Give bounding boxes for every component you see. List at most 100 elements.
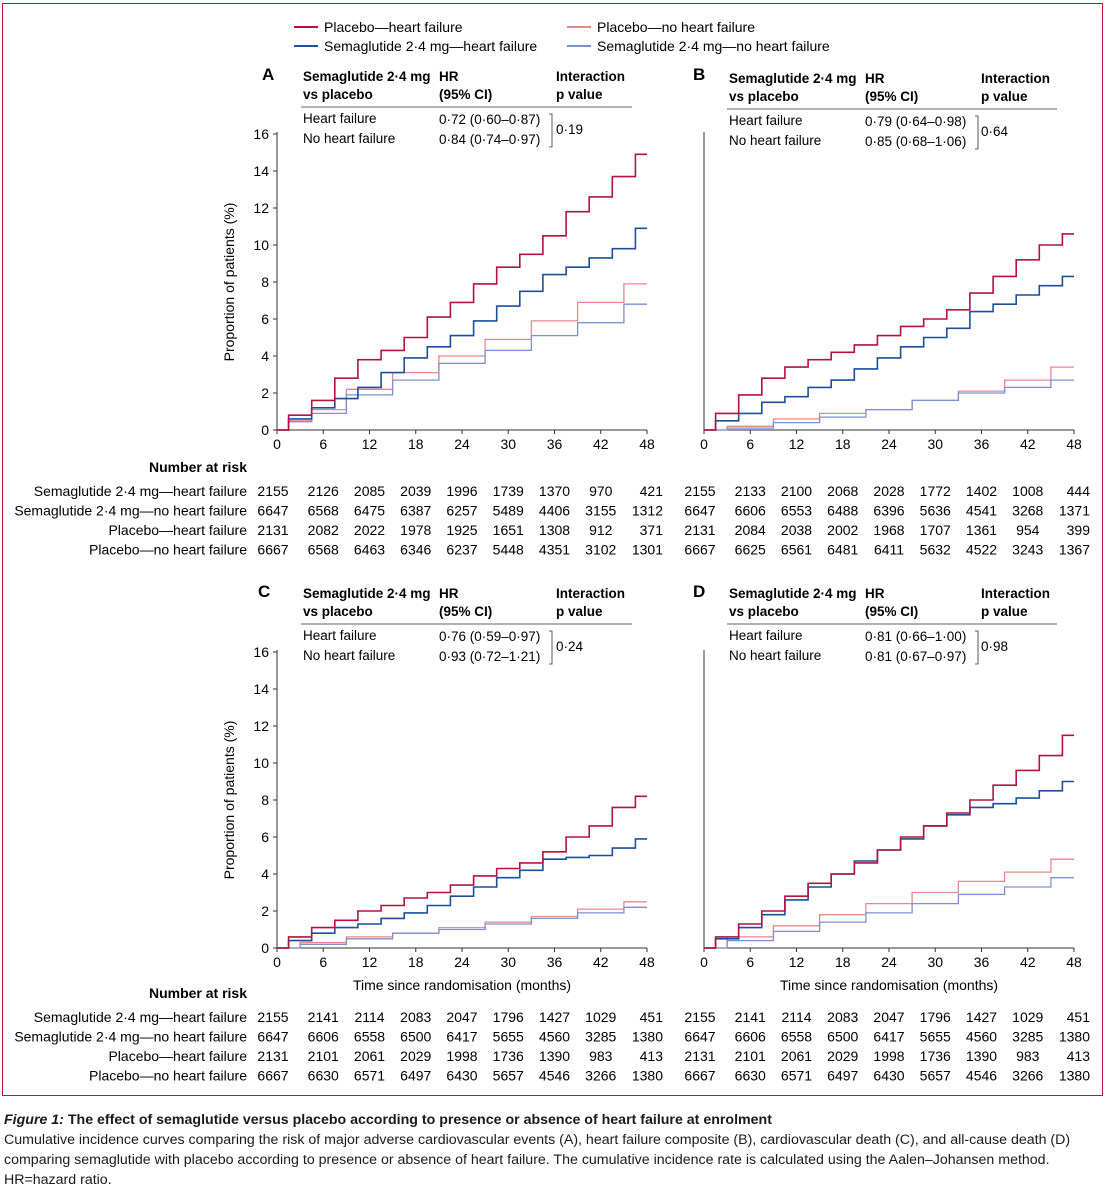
risk-cell: 6568 (308, 542, 339, 558)
risk-cell: 6558 (781, 1029, 812, 1045)
risk-cell: 6561 (781, 542, 812, 558)
risk-cell: 5632 (920, 542, 951, 558)
risk-cell: 6463 (354, 542, 385, 558)
table-hr-hf: 0·76 (0·59–0·97) (439, 629, 540, 644)
risk-cell: 6558 (354, 1029, 385, 1045)
risk-cell: 1390 (539, 1048, 570, 1064)
risk-cell: 5655 (920, 1029, 951, 1045)
risk-cell: 6257 (446, 503, 477, 519)
risk-cell: 2131 (684, 522, 715, 538)
risk-cell: 5636 (920, 503, 951, 519)
panel-letter-c: C (258, 582, 270, 601)
number-at-risk-title: Number at risk (149, 985, 247, 1001)
risk-cell: 421 (640, 483, 664, 499)
caption-title-line: Figure 1: The effect of semaglutide vers… (4, 1110, 1102, 1130)
risk-cell: 2047 (873, 1009, 904, 1025)
series-line-placebo-nohf (277, 901, 647, 949)
risk-cell: 1427 (966, 1009, 997, 1025)
y-tick-label: 16 (253, 126, 269, 142)
table-header-comparison: Semaglutide 2·4 mg (729, 71, 857, 86)
table-interaction-p: 0·19 (556, 122, 583, 137)
risk-cell: 6481 (827, 542, 858, 558)
risk-cell: 6647 (257, 1029, 288, 1045)
risk-cell: 1739 (493, 483, 524, 499)
risk-cell: 6396 (873, 503, 904, 519)
series-line-placebo-hf (277, 153, 647, 431)
x-tick-label: 36 (974, 436, 990, 452)
risk-cell: 371 (640, 522, 664, 538)
risk-cell: 2047 (446, 1009, 477, 1025)
risk-cell: 6630 (308, 1068, 339, 1084)
series-line-placebo-hf (277, 795, 647, 949)
risk-cell: 2028 (873, 483, 904, 499)
risk-cell: 4522 (966, 542, 997, 558)
table-bracket (549, 113, 553, 148)
table-header-comparison-sub: vs placebo (303, 604, 373, 619)
x-tick-label: 0 (700, 436, 708, 452)
series-line-sema-hf (277, 838, 647, 949)
table-interaction-p: 0·24 (556, 639, 584, 654)
risk-cell: 6430 (873, 1068, 904, 1084)
risk-cell: 3285 (585, 1029, 616, 1045)
risk-cell: 983 (1016, 1048, 1040, 1064)
risk-cell: 1998 (873, 1048, 904, 1064)
risk-cell: 5657 (920, 1068, 951, 1084)
y-tick-label: 4 (261, 866, 269, 882)
risk-cell: 2101 (735, 1048, 766, 1064)
risk-cell: 970 (589, 483, 613, 499)
risk-cell: 1367 (1059, 542, 1090, 558)
risk-cell: 6667 (257, 1068, 288, 1084)
y-tick-label: 0 (261, 940, 269, 956)
risk-cell: 1380 (1059, 1068, 1090, 1084)
risk-cell: 2002 (827, 522, 858, 538)
risk-cell: 1736 (493, 1048, 524, 1064)
table-header-ci: (95% CI) (865, 604, 918, 619)
risk-cell: 1978 (400, 522, 431, 538)
risk-cell: 2029 (400, 1048, 431, 1064)
risk-cell: 1925 (446, 522, 477, 538)
table-header-ci: (95% CI) (865, 89, 918, 104)
risk-cell: 6647 (684, 503, 715, 519)
x-tick-label: 36 (547, 436, 563, 452)
risk-cell: 4406 (539, 503, 570, 519)
risk-cell: 2131 (257, 1048, 288, 1064)
risk-cell: 2141 (735, 1009, 766, 1025)
table-row-label-nohf: No heart failure (303, 648, 395, 663)
legend-label-sema-hf: Semaglutide 2·4 mg—heart failure (324, 38, 537, 54)
panel-c: C Semaglutide 2·4 mg vs placebo HR (95% CI) I… (14, 582, 663, 1084)
risk-cell: 1029 (585, 1009, 616, 1025)
risk-row-label: Semaglutide 2·4 mg—no heart failure (14, 1029, 247, 1045)
risk-cell: 1361 (966, 522, 997, 538)
table-header-comparison: Semaglutide 2·4 mg (303, 69, 431, 84)
risk-cell: 1998 (446, 1048, 477, 1064)
risk-cell: 6387 (400, 503, 431, 519)
x-tick-label: 42 (1020, 954, 1036, 970)
series-line-placebo-nohf (704, 366, 1074, 431)
risk-cell: 6667 (684, 1068, 715, 1084)
risk-cell: 4546 (539, 1068, 570, 1084)
legend-label-placebo-hf: Placebo—heart failure (324, 19, 463, 35)
risk-row-label: Semaglutide 2·4 mg—no heart failure (14, 503, 247, 519)
x-tick-label: 48 (1066, 436, 1082, 452)
caption-title: The effect of semaglutide versus placebo… (63, 1112, 772, 1128)
table-interaction-p: 0·64 (981, 124, 1009, 139)
risk-cell: 3243 (1012, 542, 1043, 558)
risk-cell: 1301 (632, 542, 663, 558)
number-at-risk-title: Number at risk (149, 459, 247, 475)
risk-cell: 6647 (684, 1029, 715, 1045)
y-axis-label: Proportion of patients (%) (221, 203, 237, 362)
risk-cell: 1772 (920, 483, 951, 499)
risk-cell: 2083 (827, 1009, 858, 1025)
x-tick-label: 30 (927, 436, 943, 452)
risk-cell: 6571 (354, 1068, 385, 1084)
risk-cell: 2155 (257, 483, 288, 499)
risk-cell: 6568 (308, 503, 339, 519)
risk-cell: 6630 (735, 1068, 766, 1084)
x-tick-label: 24 (881, 954, 897, 970)
panels-layer: A Semaglutide 2·4 mg vs placebo HR (95% CI) I… (14, 65, 1090, 1084)
series-line-placebo-nohf (704, 858, 1074, 949)
table-hr-hf: 0·81 (0·66–1·00) (865, 629, 966, 644)
x-tick-label: 36 (974, 954, 990, 970)
series-line-sema-nohf (277, 303, 647, 431)
risk-cell: 1796 (920, 1009, 951, 1025)
